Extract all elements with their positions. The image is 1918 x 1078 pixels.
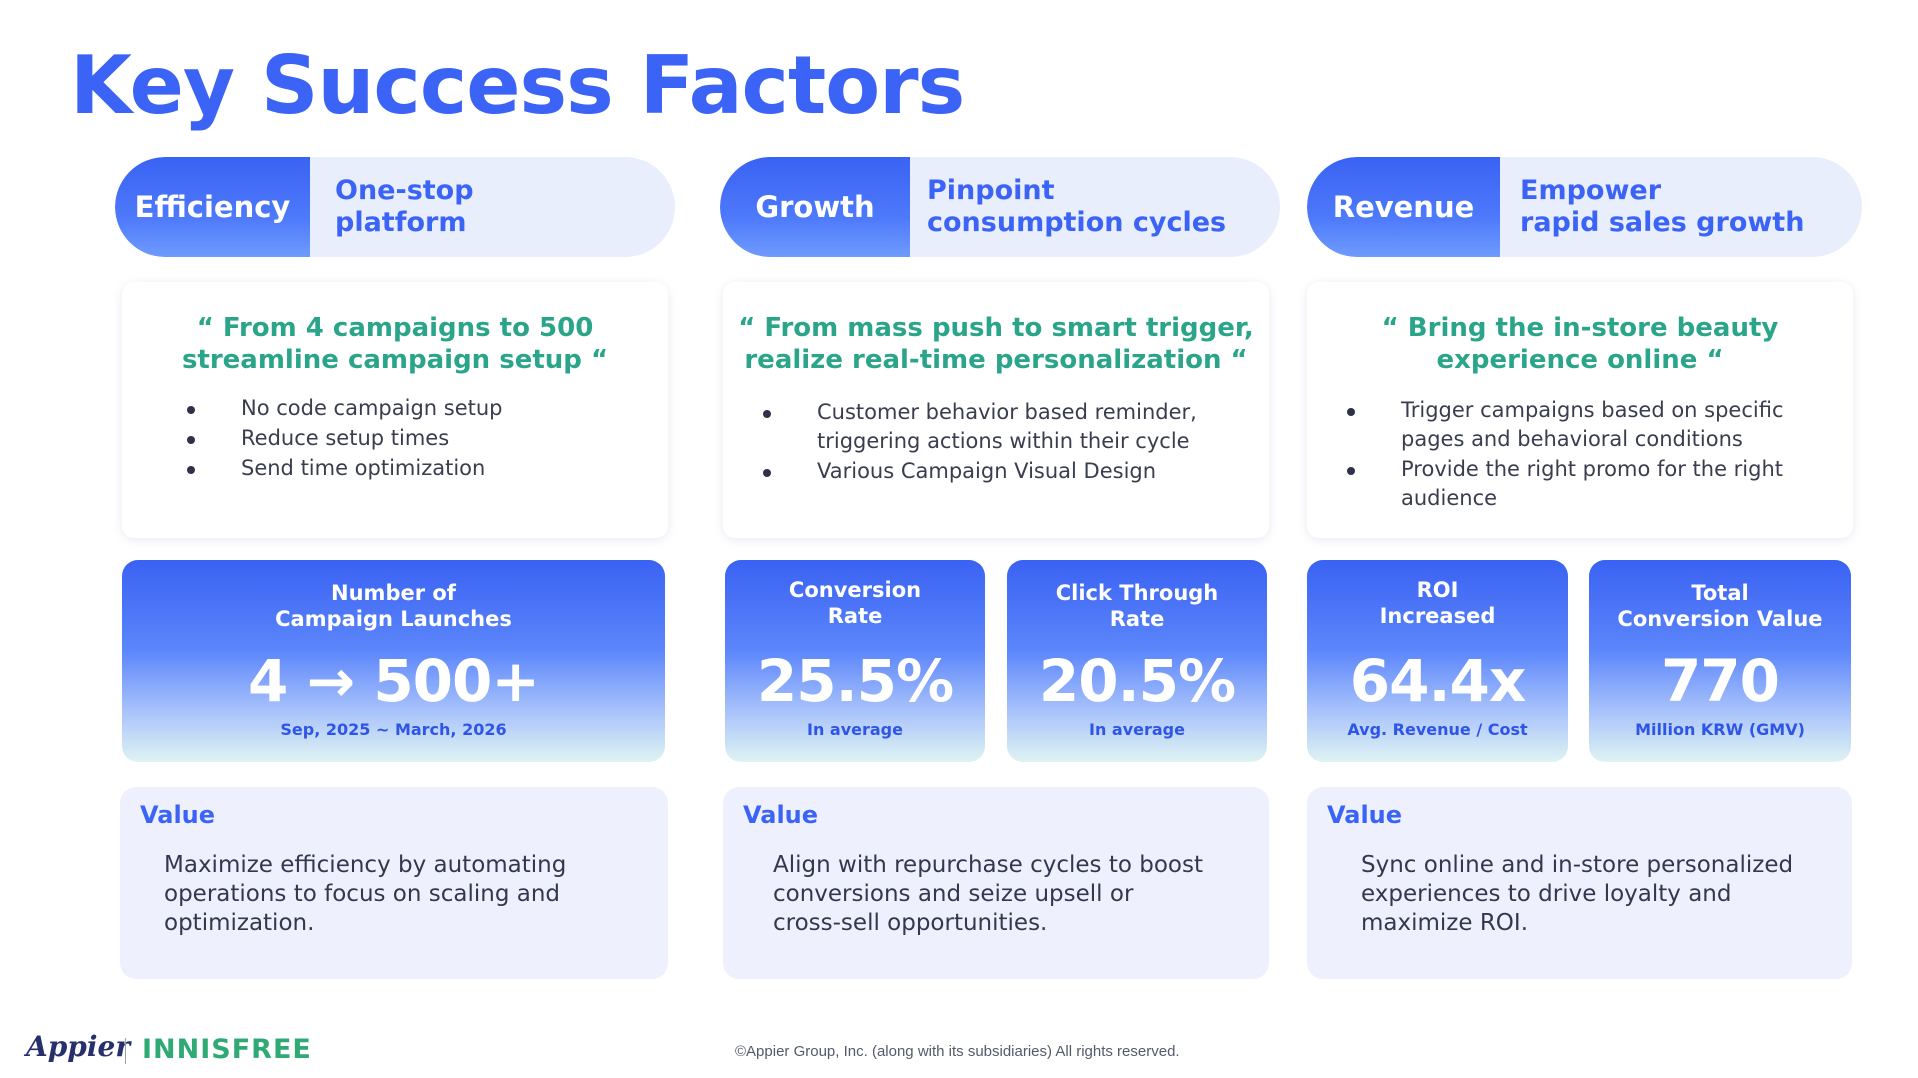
page-title: Key Success Factors xyxy=(70,39,965,132)
column-efficiency: Efficiency One-stop platform “ From 4 ca… xyxy=(115,0,675,1000)
quote-card: “ From mass push to smart trigger, reali… xyxy=(723,282,1269,538)
value-text: Maximize efficiency by automating operat… xyxy=(164,852,567,936)
quote-line: experience online “ xyxy=(1436,345,1724,375)
metric-label: Total Conversion Value xyxy=(1617,581,1823,631)
pill-header: Efficiency One-stop platform xyxy=(115,157,675,257)
metric-card: Click Through Rate 20.5% In average xyxy=(1007,560,1267,762)
column-growth: Growth Pinpoint consumption cycles “ Fro… xyxy=(720,0,1280,1000)
copyright-text: ©Appier Group, Inc. (along with its subs… xyxy=(735,1043,1180,1060)
quote-card: “ Bring the in-store beauty experience o… xyxy=(1307,282,1853,538)
quote-title: “ From mass push to smart trigger, reali… xyxy=(723,312,1269,376)
value-card: Value Maximize efficiency by automating … xyxy=(120,787,668,979)
metric-label: Number of Campaign Launches xyxy=(275,581,512,631)
pill-subtitle-line: consumption cycles xyxy=(927,207,1227,238)
value-card: Value Align with repurchase cycles to bo… xyxy=(723,787,1269,979)
pill-subtitle-line: Empower xyxy=(1520,175,1662,206)
logo-divider xyxy=(125,1038,126,1064)
quote-card: “ From 4 campaigns to 500 streamline cam… xyxy=(122,282,668,538)
metric-subtext: Sep, 2025 ~ March, 2026 xyxy=(280,720,507,739)
pill-subtitle-line: rapid sales growth xyxy=(1520,207,1805,238)
metric-card: ROI Increased 64.4x Avg. Revenue / Cost xyxy=(1307,560,1568,762)
metric-subtext: Million KRW (GMV) xyxy=(1635,720,1805,739)
list-item: No code campaign setup xyxy=(179,394,503,423)
metric-label: ROI Increased xyxy=(1379,578,1496,628)
metric-value: 20.5% xyxy=(1038,647,1236,715)
value-heading: Value xyxy=(743,801,819,829)
metric-card: Conversion Rate 25.5% In average xyxy=(725,560,985,762)
metric-subtext: In average xyxy=(1089,720,1185,739)
pill-subtitle-line: platform xyxy=(335,207,467,238)
metric-subtext: Avg. Revenue / Cost xyxy=(1347,720,1528,739)
list-item: Provide the right promo for the right au… xyxy=(1339,455,1784,513)
list-item: Trigger campaigns based on specific page… xyxy=(1339,396,1784,454)
bullet-list: No code campaign setup Reduce setup time… xyxy=(179,394,503,484)
metric-value: 770 xyxy=(1660,647,1780,715)
value-card: Value Sync online and in-store personali… xyxy=(1307,787,1852,979)
value-heading: Value xyxy=(1327,801,1403,829)
quote-line: “ Bring the in-store beauty xyxy=(1381,313,1779,343)
quote-title: “ From 4 campaigns to 500 streamline cam… xyxy=(122,312,668,376)
metric-label: Click Through Rate xyxy=(1055,581,1219,631)
metric-card: Total Conversion Value 770 Million KRW (… xyxy=(1589,560,1851,762)
value-text: Sync online and in-store personalized ex… xyxy=(1361,852,1794,936)
pill-subtitle: Empower rapid sales growth xyxy=(1520,157,1804,257)
quote-line: realize real-time personalization “ xyxy=(744,345,1248,375)
innisfree-logo: INNISFREE xyxy=(142,1034,312,1065)
value-heading: Value xyxy=(140,801,216,829)
quote-line: “ From mass push to smart trigger, xyxy=(738,313,1254,343)
appier-logo: Appier xyxy=(26,1030,131,1063)
list-item: Customer behavior based reminder, trigge… xyxy=(755,398,1197,456)
metric-value: 64.4x xyxy=(1349,647,1527,715)
metric-subtext: In average xyxy=(807,720,903,739)
metric-label: Conversion Rate xyxy=(788,578,922,628)
pill-label: Efficiency xyxy=(115,157,310,257)
pill-subtitle: One-stop platform xyxy=(335,157,474,257)
pill-header: Growth Pinpoint consumption cycles xyxy=(720,157,1280,257)
bullet-list: Trigger campaigns based on specific page… xyxy=(1339,396,1784,514)
pill-label: Growth xyxy=(720,157,910,257)
list-item: Send time optimization xyxy=(179,454,503,483)
pill-label: Revenue xyxy=(1307,157,1500,257)
pill-subtitle: Pinpoint consumption cycles xyxy=(927,157,1226,257)
list-item: Various Campaign Visual Design xyxy=(755,457,1197,486)
quote-title: “ Bring the in-store beauty experience o… xyxy=(1307,312,1853,376)
pill-subtitle-line: Pinpoint xyxy=(927,175,1055,206)
value-text: Align with repurchase cycles to boost co… xyxy=(773,852,1203,936)
column-revenue: Revenue Empower rapid sales growth “ Bri… xyxy=(1307,0,1867,1000)
metric-value: 25.5% xyxy=(756,647,954,715)
list-item: Reduce setup times xyxy=(179,424,503,453)
quote-line: “ From 4 campaigns to 500 xyxy=(196,313,594,343)
bullet-list: Customer behavior based reminder, trigge… xyxy=(755,398,1197,487)
pill-header: Revenue Empower rapid sales growth xyxy=(1307,157,1862,257)
metric-value: 4 → 500+ xyxy=(247,647,540,715)
quote-line: streamline campaign setup “ xyxy=(181,345,609,375)
metric-card: Number of Campaign Launches 4 → 500+ Sep… xyxy=(122,560,665,762)
pill-subtitle-line: One-stop xyxy=(335,175,474,206)
